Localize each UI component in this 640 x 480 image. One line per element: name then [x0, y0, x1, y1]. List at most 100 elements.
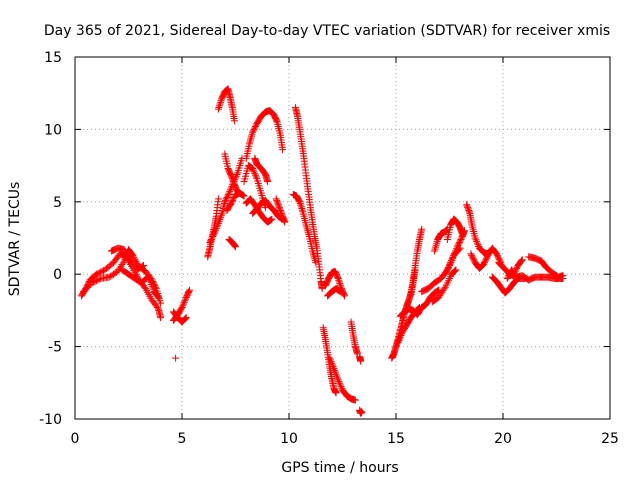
data-point [453, 243, 461, 251]
data-point [224, 192, 232, 200]
data-point [464, 204, 472, 212]
data-point [275, 202, 283, 210]
data-point [179, 302, 187, 310]
data-point [274, 199, 282, 207]
data-point [92, 270, 100, 278]
data-point [336, 288, 344, 296]
data-point [297, 203, 305, 211]
data-point [357, 357, 365, 365]
data-point [182, 314, 190, 322]
data-point [228, 175, 236, 183]
data-point [230, 117, 238, 125]
y-tick-label: 15 [44, 50, 62, 66]
data-point [154, 292, 162, 300]
data-point [447, 258, 455, 266]
data-point [446, 262, 453, 270]
data-point [443, 267, 451, 275]
data-point [207, 237, 215, 245]
data-point [179, 300, 187, 308]
data-point [249, 164, 257, 172]
data-point [446, 260, 454, 268]
data-point [398, 330, 406, 338]
data-point [304, 227, 312, 235]
data-point [230, 241, 238, 249]
data-point [251, 171, 259, 179]
data-point [84, 283, 92, 291]
data-point [181, 297, 189, 305]
data-point [304, 229, 312, 237]
x-axis-label: GPS time / hours [281, 460, 398, 476]
data-point [335, 278, 343, 286]
data-point [94, 276, 102, 284]
data-point [211, 228, 219, 236]
data-point [448, 256, 456, 264]
data-point [336, 379, 344, 387]
data-point [98, 267, 106, 275]
data-point [94, 269, 102, 277]
data-point [212, 225, 220, 233]
data-point [81, 286, 89, 294]
data-point [297, 201, 305, 209]
data-point [505, 272, 513, 280]
data-point [431, 245, 439, 253]
data-point [457, 235, 465, 243]
data-point [273, 198, 281, 206]
data-point [455, 240, 463, 248]
data-point [337, 383, 345, 391]
x-tick-label: 20 [494, 431, 512, 447]
data-point [278, 209, 286, 217]
data-point [298, 206, 306, 214]
data-point [332, 389, 340, 397]
data-point [231, 242, 239, 250]
data-point [80, 288, 88, 296]
data-point [318, 285, 326, 293]
data-point [418, 225, 426, 233]
data-point [442, 269, 450, 277]
data-point [97, 268, 105, 276]
data-point [504, 273, 512, 281]
data-point [329, 363, 337, 371]
data-point [445, 263, 453, 271]
data-point [443, 266, 451, 274]
data-point [473, 239, 481, 247]
data-point [468, 253, 476, 261]
data-point [119, 259, 127, 267]
data-point [456, 237, 464, 245]
data-point [464, 205, 472, 213]
data-point [228, 198, 236, 206]
data-point [214, 221, 222, 229]
data-point [450, 251, 458, 259]
data-point [232, 243, 239, 251]
data-point [228, 173, 236, 181]
data-point [246, 138, 254, 146]
data-point [473, 237, 481, 245]
y-tick-label: 10 [44, 122, 62, 138]
data-point [281, 218, 289, 226]
data-point [264, 178, 272, 186]
data-point [463, 202, 471, 210]
data-point [483, 254, 491, 262]
data-point [341, 292, 349, 300]
data-point [251, 170, 259, 178]
data-point [296, 198, 304, 206]
data-point [272, 195, 280, 203]
data-point [214, 195, 222, 203]
data-point [212, 226, 220, 234]
data-point [157, 299, 165, 307]
data-point [510, 270, 518, 278]
data-point [328, 359, 336, 367]
data-point [222, 195, 230, 203]
data-point [450, 250, 458, 258]
data-point [460, 227, 468, 235]
data-point [268, 215, 276, 223]
data-point [440, 285, 448, 293]
data-point [139, 262, 147, 270]
x-tick-label: 25 [601, 431, 619, 447]
data-point [154, 293, 162, 301]
y-tick-label: -5 [48, 340, 62, 356]
data-point [396, 335, 404, 343]
data-point [172, 354, 180, 362]
y-tick-label: 5 [53, 195, 62, 211]
data-point [227, 199, 235, 207]
plot-frame [74, 56, 611, 420]
